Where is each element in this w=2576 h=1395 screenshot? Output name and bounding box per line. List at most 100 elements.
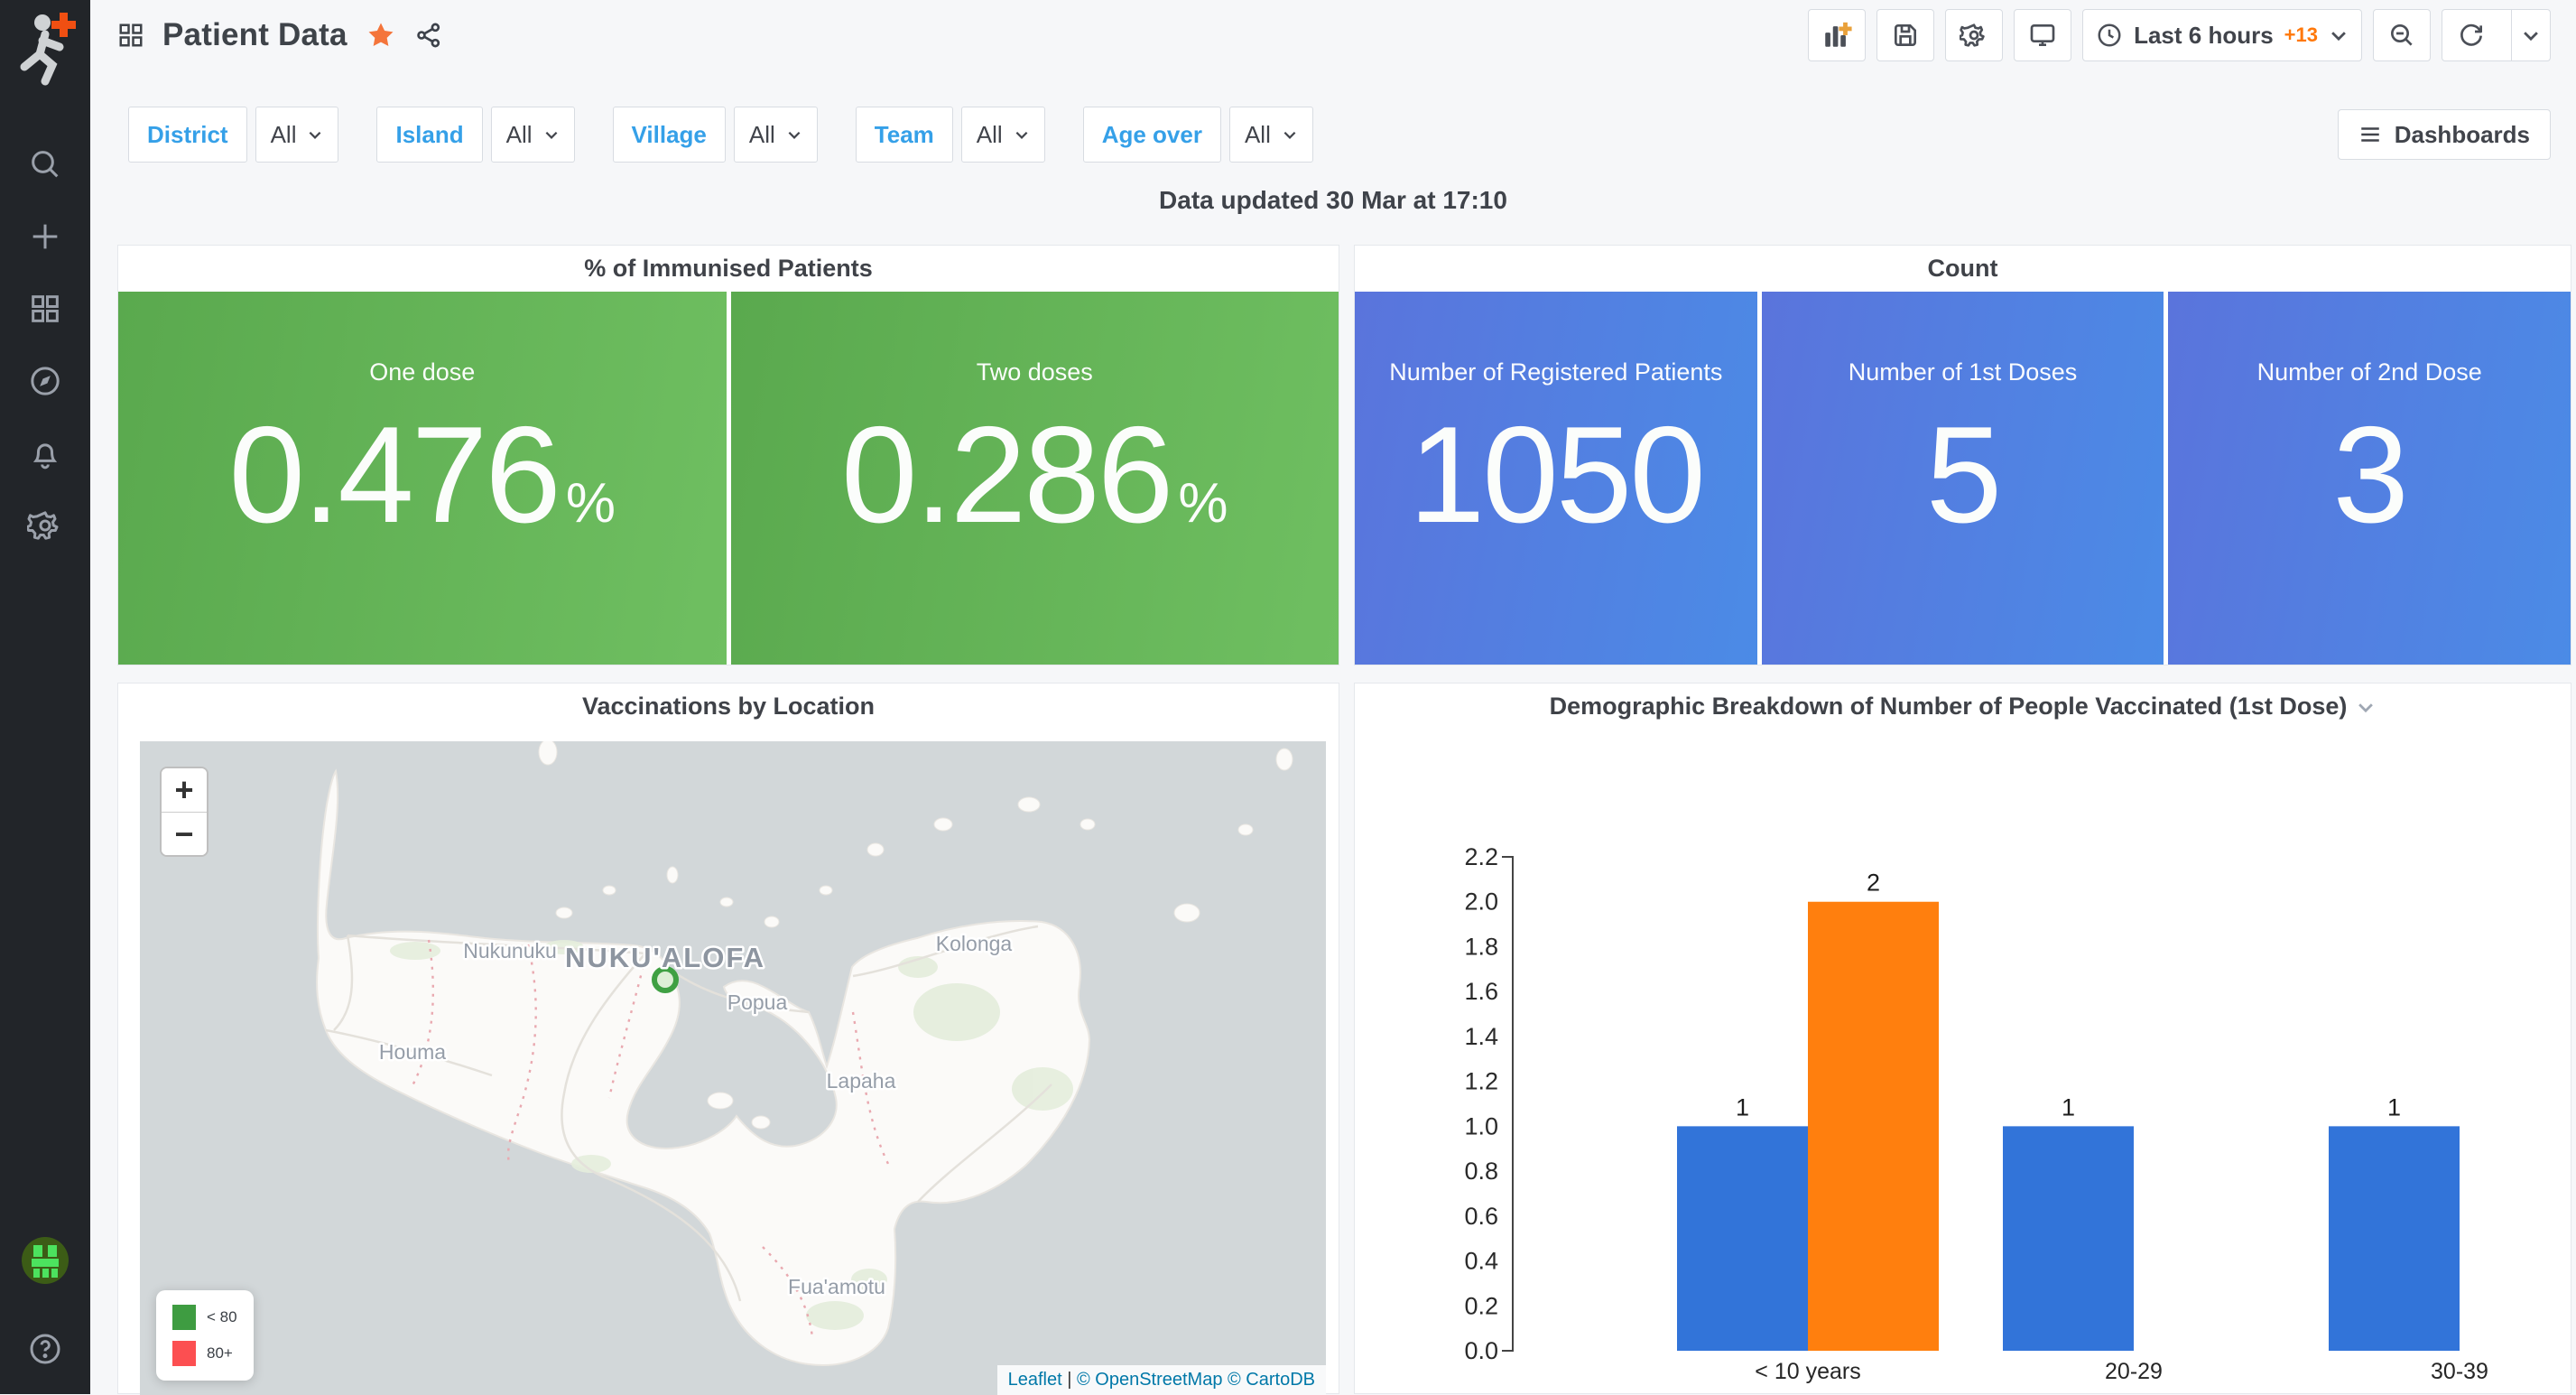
clock-icon: [2096, 22, 2123, 49]
chevron-down-icon: [1282, 126, 1298, 143]
svg-text:1.6: 1.6: [1464, 978, 1498, 1005]
grafana-dashboard: Patient Data Last 6 ho: [0, 0, 2576, 1394]
map-label-lapaha: Lapaha: [827, 1069, 896, 1093]
filter-age-over-label[interactable]: Age over: [1083, 107, 1221, 163]
legend-under-80: < 80: [172, 1305, 237, 1330]
time-range-extra: +13: [2284, 23, 2318, 47]
filter-village-select[interactable]: All: [734, 107, 818, 163]
stat-label: Number of 2nd Dose: [2257, 358, 2482, 386]
map-label-houma: Houma: [379, 1040, 446, 1064]
panel-map: Vaccinations by Location: [117, 683, 1339, 1394]
stat-label: Number of 1st Doses: [1849, 358, 2078, 386]
dashboard-settings-button[interactable]: [1945, 9, 2003, 61]
map-zoom-control: + −: [160, 767, 208, 857]
filter-island-select[interactable]: All: [491, 107, 575, 163]
panel-immunised-title[interactable]: % of Immunised Patients: [118, 246, 1339, 292]
panel-count: Count Number of Registered Patients 1050…: [1354, 245, 2571, 665]
dashboards-button[interactable]: Dashboards: [2338, 109, 2551, 160]
filter-team-select[interactable]: All: [961, 107, 1045, 163]
favorite-star-icon[interactable]: [366, 20, 396, 51]
filter-village-value: All: [749, 121, 775, 149]
cartodb-link[interactable]: © CartoDB: [1228, 1370, 1315, 1390]
svg-text:0.0: 0.0: [1464, 1337, 1498, 1364]
legend-label: 80+: [207, 1344, 233, 1362]
add-panel-button[interactable]: [1808, 9, 1866, 61]
search-icon[interactable]: [25, 144, 65, 184]
top-bar: Patient Data Last 6 ho: [117, 9, 2551, 61]
map-label-popua: Popua: [727, 990, 788, 1014]
legend-swatch-green: [172, 1305, 196, 1330]
explore-compass-icon[interactable]: [25, 361, 65, 401]
dashboards-grid-icon[interactable]: [25, 289, 65, 329]
svg-text:2: 2: [1867, 870, 1880, 897]
filter-age-over-value: All: [1245, 121, 1271, 149]
svg-text:1.8: 1.8: [1464, 933, 1498, 960]
chevron-down-icon: [307, 126, 323, 143]
map-attribution: Leaflet | © OpenStreetMap © CartoDB: [997, 1365, 1326, 1395]
panel-count-title[interactable]: Count: [1355, 246, 2571, 292]
filter-team-label[interactable]: Team: [856, 107, 953, 163]
map-legend: < 80 80+: [156, 1290, 254, 1381]
data-updated-text: Data updated 30 Mar at 17:10: [90, 186, 2576, 215]
svg-text:1: 1: [2387, 1093, 2401, 1121]
legend-label: < 80: [207, 1308, 237, 1326]
share-icon[interactable]: [414, 21, 443, 50]
filter-team-value: All: [977, 121, 1003, 149]
svg-text:1: 1: [1736, 1093, 1749, 1121]
filter-island-label[interactable]: Island: [376, 107, 482, 163]
attrib-separator: |: [1067, 1370, 1071, 1390]
filter-age-over-select[interactable]: All: [1229, 107, 1313, 163]
stat-value: 3: [2332, 406, 2406, 544]
map-label-capital: NUKU'ALOFA: [565, 942, 765, 973]
stat-label: Number of Registered Patients: [1389, 358, 1722, 386]
filter-village: Village All: [613, 107, 818, 163]
stat-first-doses: Number of 1st Doses 5: [1762, 292, 2164, 665]
stat-second-doses: Number of 2nd Dose 3: [2168, 292, 2571, 665]
openstreetmap-link[interactable]: © OpenStreetMap: [1077, 1370, 1222, 1390]
filter-island-value: All: [506, 121, 533, 149]
map-zoom-out-button[interactable]: −: [162, 812, 207, 855]
breadcrumb: Patient Data: [117, 17, 443, 53]
create-plus-icon[interactable]: [25, 217, 65, 256]
svg-text:20-29: 20-29: [2105, 1359, 2163, 1384]
panel-immunised: % of Immunised Patients One dose 0.476 %…: [117, 245, 1339, 665]
stat-value: 5: [1926, 406, 2000, 544]
panel-map-title[interactable]: Vaccinations by Location: [118, 684, 1339, 730]
legend-80-plus: 80+: [172, 1341, 237, 1366]
alerting-bell-icon[interactable]: [25, 433, 65, 473]
refresh-button[interactable]: [2442, 9, 2551, 61]
panel-demographics: Demographic Breakdown of Number of Peopl…: [1354, 683, 2571, 1394]
map-label-nukunuku: Nukunuku: [463, 939, 557, 963]
filter-district-select[interactable]: All: [255, 107, 339, 163]
map-basemap: Nukunuku NUKU'ALOFA Popua Houma Lapaha K…: [140, 741, 1326, 1395]
svg-text:< 10 years: < 10 years: [1755, 1359, 1860, 1384]
stat-label: One dose: [369, 358, 475, 386]
time-range-picker[interactable]: Last 6 hours +13: [2082, 9, 2362, 61]
zoom-out-time-button[interactable]: [2373, 9, 2431, 61]
app-logo[interactable]: [9, 9, 81, 92]
map-zoom-in-button[interactable]: +: [162, 768, 207, 812]
bar-chart-plot[interactable]: 0.00.20.40.60.81.01.21.41.61.82.02.212< …: [1355, 684, 2572, 1395]
cycle-view-tv-button[interactable]: [2014, 9, 2071, 61]
save-dashboard-button[interactable]: [1876, 9, 1934, 61]
refresh-icon[interactable]: [2442, 10, 2500, 60]
immunised-tiles: One dose 0.476 % Two doses 0.286 %: [118, 292, 1339, 665]
configuration-gear-icon[interactable]: [25, 506, 65, 545]
stat-two-doses: Two doses 0.286 %: [731, 292, 1339, 665]
dashboard-grid-icon: [117, 22, 144, 49]
user-avatar[interactable]: [21, 1236, 69, 1289]
refresh-interval-chevron[interactable]: [2511, 10, 2550, 60]
svg-text:2.0: 2.0: [1464, 888, 1498, 916]
sidebar: [0, 0, 90, 1394]
filter-island: Island All: [376, 107, 574, 163]
filter-team: Team All: [856, 107, 1045, 163]
stat-label: Two doses: [977, 358, 1093, 386]
leaflet-link[interactable]: Leaflet: [1008, 1370, 1062, 1390]
legend-swatch-red: [172, 1341, 196, 1366]
svg-text:0.8: 0.8: [1464, 1158, 1498, 1185]
time-range-label: Last 6 hours: [2134, 22, 2274, 50]
filter-district-label[interactable]: District: [128, 107, 247, 163]
leaflet-map[interactable]: Nukunuku NUKU'ALOFA Popua Houma Lapaha K…: [140, 741, 1326, 1395]
filter-village-label[interactable]: Village: [613, 107, 726, 163]
help-icon[interactable]: [25, 1329, 65, 1369]
